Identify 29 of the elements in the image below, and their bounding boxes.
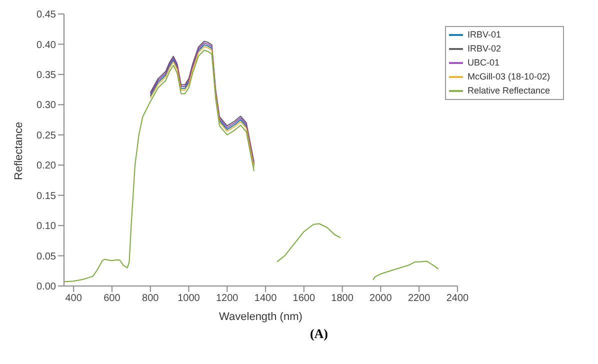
x-tick-label: 1200 — [216, 293, 239, 304]
x-tick-label: 2200 — [408, 293, 431, 304]
x-tick-label: 600 — [104, 293, 121, 304]
x-tick-label: 800 — [142, 293, 160, 304]
x-tick-label: 400 — [65, 293, 82, 304]
legend-label: IRBV-01 — [467, 29, 501, 40]
legend-label: IRBV-02 — [467, 43, 501, 54]
y-tick-label: 0.40 — [36, 40, 56, 51]
x-tick-label: 2400 — [446, 293, 470, 304]
x-tick-label: 1400 — [254, 293, 278, 304]
x-tick-label: 1000 — [178, 293, 200, 304]
x-tick-label: 1600 — [292, 293, 316, 304]
x-tick-label: 1800 — [331, 293, 354, 304]
legend-label: Relative Reflectance — [467, 85, 550, 96]
y-tick-label: 0.35 — [36, 70, 56, 81]
x-tick-label: 2000 — [370, 293, 392, 304]
y-tick-label: 0.05 — [36, 251, 56, 262]
y-tick-label: 0.25 — [36, 130, 56, 142]
y-axis-title: Reflectance — [12, 122, 25, 180]
y-tick-label: 0.45 — [36, 10, 56, 21]
text: (A) — [308, 326, 330, 342]
x-axis-title: Wavelength (nm) — [219, 311, 302, 323]
y-tick-label: 0.20 — [36, 160, 56, 172]
y-tick-label: 0.30 — [36, 100, 56, 112]
legend-label: UBC-01 — [467, 57, 500, 68]
y-tick-label: 0.10 — [36, 221, 56, 232]
legend-label: McGill-03 (18-10-02) — [467, 71, 550, 82]
y-tick-label: 0.15 — [36, 190, 56, 202]
y-tick-label: 0.00 — [36, 282, 56, 293]
